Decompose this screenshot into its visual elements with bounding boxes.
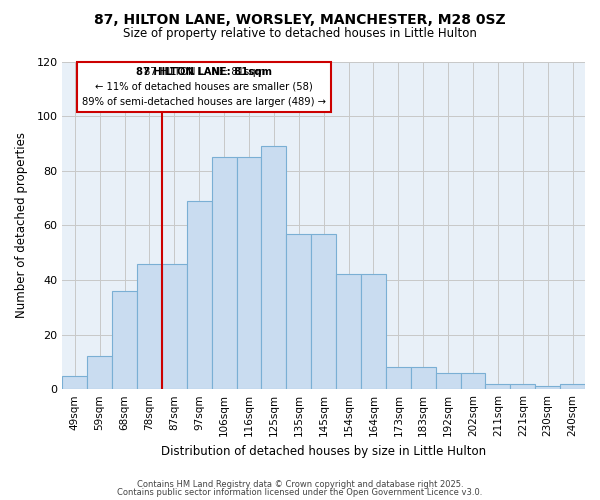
Bar xyxy=(311,234,336,389)
Bar xyxy=(461,373,485,389)
Bar xyxy=(62,376,87,389)
Text: 87 HILTON LANE: 81sqm: 87 HILTON LANE: 81sqm xyxy=(136,67,272,77)
Bar xyxy=(336,274,361,389)
Bar xyxy=(286,234,311,389)
Text: 87 HILTON LANE: 81sqm
← 11% of detached houses are smaller (58)
89% of semi-deta: 87 HILTON LANE: 81sqm ← 11% of detached … xyxy=(82,67,326,106)
Bar xyxy=(535,386,560,389)
Bar xyxy=(436,373,461,389)
Bar xyxy=(511,384,535,389)
Bar xyxy=(87,356,112,389)
Bar xyxy=(112,291,137,389)
Y-axis label: Number of detached properties: Number of detached properties xyxy=(15,132,28,318)
Bar xyxy=(262,146,286,389)
Bar xyxy=(560,384,585,389)
Bar xyxy=(361,274,386,389)
Bar xyxy=(485,384,511,389)
Bar xyxy=(212,157,236,389)
Bar xyxy=(137,264,162,389)
Bar xyxy=(411,368,436,389)
Bar xyxy=(162,264,187,389)
Text: Size of property relative to detached houses in Little Hulton: Size of property relative to detached ho… xyxy=(123,28,477,40)
Text: 87, HILTON LANE, WORSLEY, MANCHESTER, M28 0SZ: 87, HILTON LANE, WORSLEY, MANCHESTER, M2… xyxy=(94,12,506,26)
Bar xyxy=(187,201,212,389)
Text: Contains HM Land Registry data © Crown copyright and database right 2025.: Contains HM Land Registry data © Crown c… xyxy=(137,480,463,489)
Bar xyxy=(386,368,411,389)
X-axis label: Distribution of detached houses by size in Little Hulton: Distribution of detached houses by size … xyxy=(161,444,486,458)
Bar xyxy=(236,157,262,389)
Text: Contains public sector information licensed under the Open Government Licence v3: Contains public sector information licen… xyxy=(118,488,482,497)
